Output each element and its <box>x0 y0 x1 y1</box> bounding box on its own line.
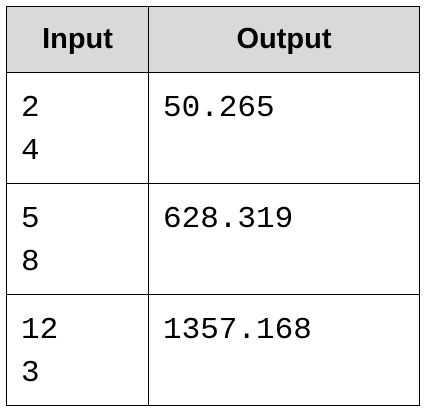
table-row: 5 8 628.319 <box>6 183 420 295</box>
output-cell: 1357.168 <box>148 294 420 406</box>
output-value: 1357.168 <box>163 313 312 348</box>
input-cell: 12 3 <box>6 294 149 406</box>
table-row: 2 4 50.265 <box>6 72 420 184</box>
header-input: Input <box>6 6 149 73</box>
output-value: 50.265 <box>163 91 275 126</box>
input-cell: 5 8 <box>6 183 149 295</box>
input-line: 8 <box>21 245 40 280</box>
header-row: Input Output <box>6 6 420 73</box>
input-line: 3 <box>21 356 40 391</box>
input-line: 4 <box>21 134 40 169</box>
io-table: Input Output 2 4 50.265 5 8 <box>6 6 420 406</box>
output-cell: 628.319 <box>148 183 420 295</box>
input-line: 12 <box>21 313 59 348</box>
header-output: Output <box>148 6 420 73</box>
input-line: 5 <box>21 202 40 237</box>
output-value: 628.319 <box>163 202 294 237</box>
table-row: 12 3 1357.168 <box>6 294 420 406</box>
input-line: 2 <box>21 91 40 126</box>
input-cell: 2 4 <box>6 72 149 184</box>
output-cell: 50.265 <box>148 72 420 184</box>
